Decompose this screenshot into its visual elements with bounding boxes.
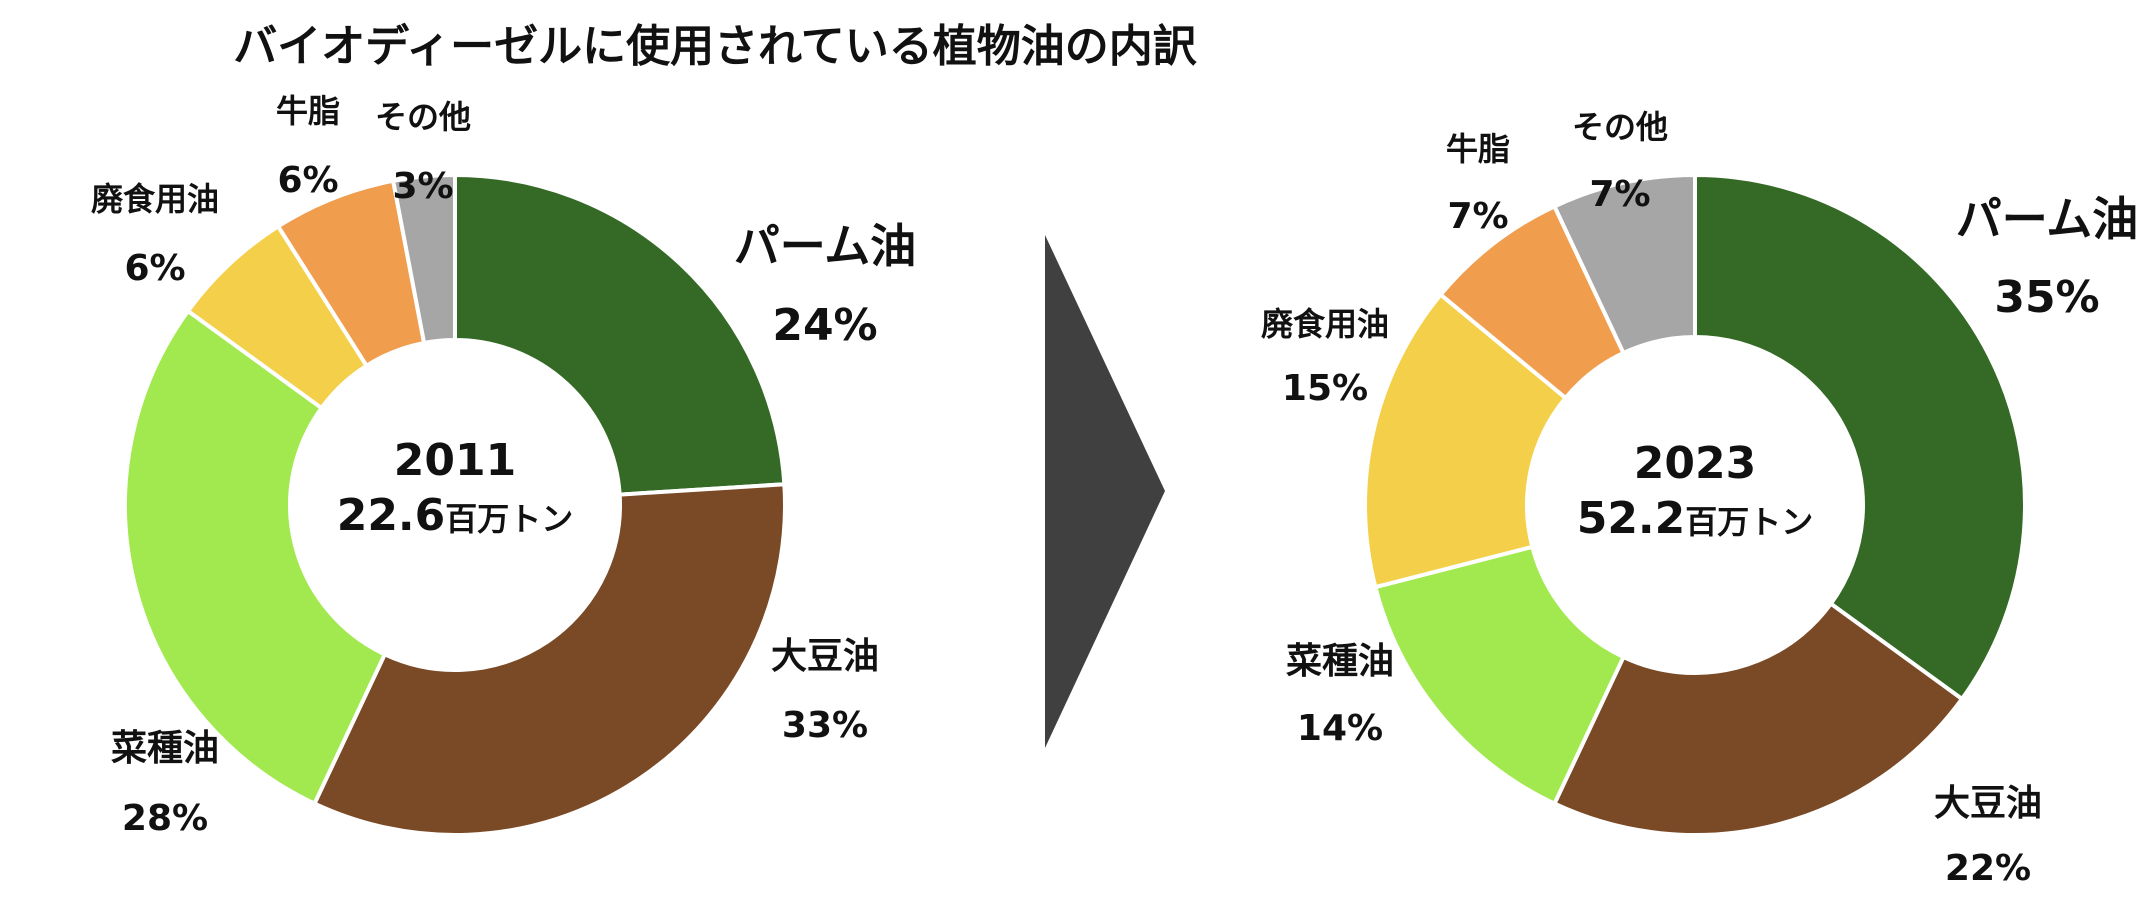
slice-label-2023-other: その他 [1572, 108, 1668, 146]
slice-label-2023-soybean-oil: 大豆油 [1934, 783, 2042, 824]
slice-2023-other [1551, 172, 1697, 356]
slice-label-2011-palm-oil: パーム油 [734, 219, 917, 273]
slice-value-2023-soybean-oil: 22% [1945, 848, 2031, 889]
center-total-unit-2023: 百万トン [1685, 503, 1813, 541]
slice-label-2011-rapeseed-oil: 菜種油 [111, 728, 219, 769]
chart-title: バイオディーゼルに使用されている植物油の内訳 [233, 21, 1197, 72]
slice-value-2011-other: 3% [392, 166, 453, 207]
slice-value-2011-tallow: 6% [277, 160, 338, 201]
slice-2011-palm-oil [453, 172, 787, 497]
slice-label-2023-rapeseed-oil: 菜種油 [1286, 641, 1394, 682]
slice-value-2023-tallow: 7% [1447, 196, 1508, 237]
slice-value-2011-soybean-oil: 33% [782, 705, 868, 746]
center-total-value-2011: 22.6 [337, 490, 446, 541]
center-total-2011: 22.6百万トン [337, 490, 574, 541]
slice-value-2023-other: 7% [1589, 174, 1650, 215]
donut-2011: パーム油 24% 大豆油 33% 菜種油 28% 廃食用油 6% 牛脂 6% その他 3% [91, 92, 916, 839]
slice-label-2011-soybean-oil: 大豆油 [771, 636, 879, 677]
slice-label-2023-used-cooking-oil: 廃食用油 [1261, 305, 1389, 343]
slice-2023-used-cooking-oil [1363, 291, 1569, 590]
center-year-2011: 2011 [394, 435, 516, 486]
slice-value-2011-rapeseed-oil: 28% [122, 798, 208, 839]
slice-value-2023-used-cooking-oil: 15% [1282, 368, 1368, 409]
slice-2023-palm-oil [1693, 172, 2027, 702]
slice-2011-rapeseed-oil [123, 308, 388, 807]
center-total-unit-2011: 百万トン [445, 500, 573, 538]
center-total-value-2023: 52.2 [1577, 493, 1686, 544]
slice-value-2011-used-cooking-oil: 6% [124, 248, 185, 289]
arrow-shape [1045, 235, 1165, 748]
slice-2011-soybean-oil [311, 482, 787, 837]
slice-value-2023-palm-oil: 35% [1994, 272, 2099, 323]
slice-2023-soybean-oil [1551, 600, 1965, 837]
slice-value-2023-rapeseed-oil: 14% [1297, 708, 1383, 749]
slice-label-2023-tallow: 牛脂 [1446, 130, 1510, 168]
slice-label-2023-palm-oil: パーム油 [1956, 192, 2139, 246]
donut-2023: パーム油 35% 大豆油 22% 菜種油 14% 廃食用油 15% 牛脂 7% その他 7% [1261, 108, 2138, 889]
slice-label-2011-used-cooking-oil: 廃食用油 [91, 180, 219, 218]
slice-label-2011-tallow: 牛脂 [276, 92, 340, 130]
center-total-2023: 52.2百万トン [1577, 493, 1814, 544]
slice-label-2011-other: その他 [375, 98, 471, 136]
slice-2011-other [390, 172, 457, 346]
slice-2023-rapeseed-oil [1372, 544, 1627, 807]
center-year-2023: 2023 [1634, 438, 1756, 489]
slice-value-2011-palm-oil: 24% [772, 300, 877, 351]
